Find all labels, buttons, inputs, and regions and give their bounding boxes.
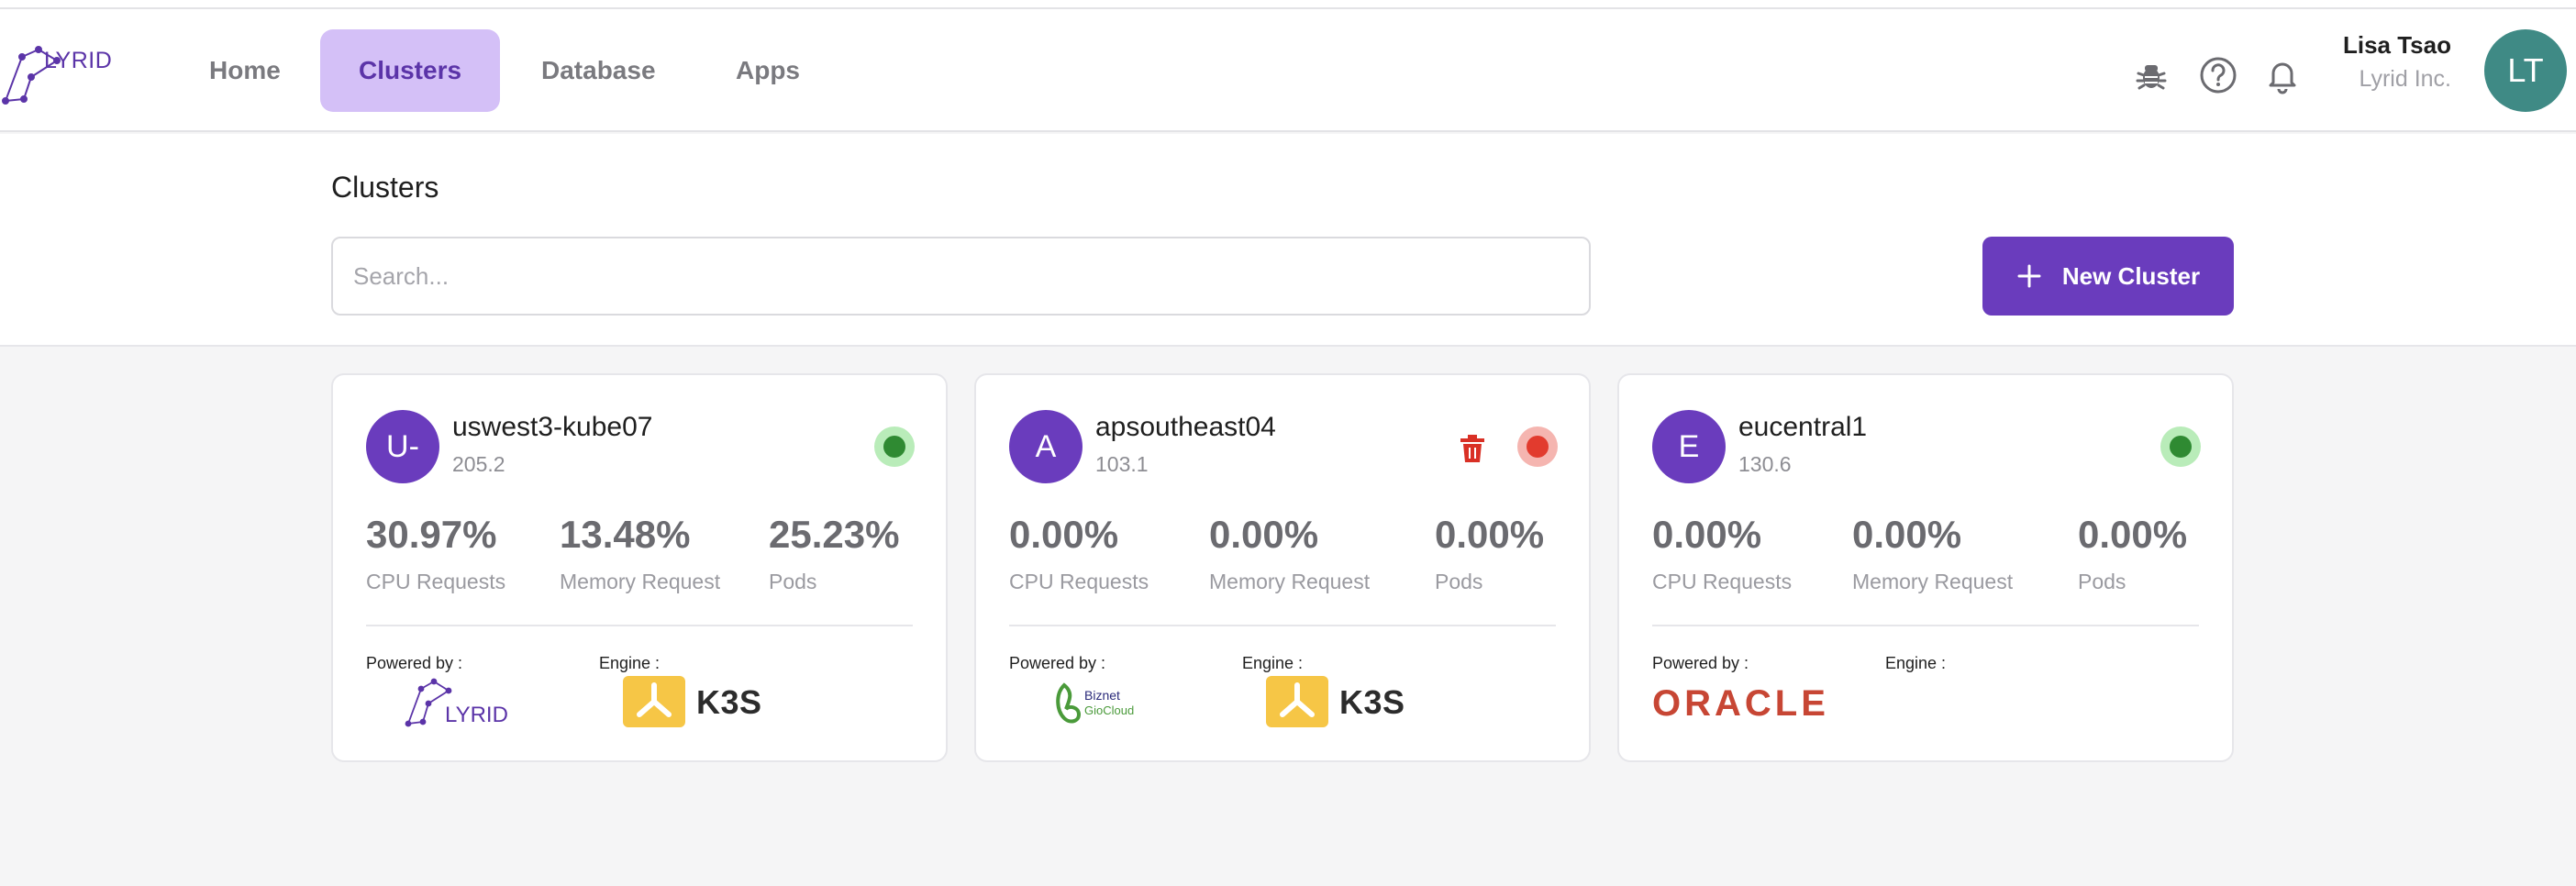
- status-indicator: [874, 426, 915, 467]
- memory-request-label: Memory Request: [560, 570, 721, 593]
- memory-request-value: 0.00%: [1209, 513, 1319, 556]
- card-divider: [366, 625, 913, 626]
- page-title: Clusters: [331, 171, 439, 204]
- cluster-card[interactable]: U- uswest3-kube07 205.2 30.97% CPU Reque…: [331, 373, 948, 762]
- cluster-ip: 205.2: [452, 452, 505, 476]
- lyrid-logo-icon[interactable]: [0, 40, 119, 108]
- logo-text: LYRID: [44, 48, 113, 73]
- engine-name: K3S: [696, 683, 762, 721]
- cluster-avatar: A: [1009, 410, 1083, 483]
- k3s-logo-icon: [623, 676, 685, 727]
- top-navbar: LYRID Home Clusters Database Apps Lisa T…: [0, 9, 2576, 132]
- oracle-logo: ORACLE: [1652, 683, 1829, 724]
- pods-label: Pods: [2078, 570, 2126, 593]
- cpu-requests-value: 0.00%: [1652, 513, 1762, 556]
- svg-text:GioCloud: GioCloud: [1084, 703, 1134, 717]
- cpu-requests-label: CPU Requests: [1652, 570, 1793, 593]
- nav-apps[interactable]: Apps: [736, 56, 800, 84]
- cluster-name[interactable]: eucentral1: [1738, 412, 1868, 442]
- cluster-ip: 130.6: [1738, 452, 1792, 476]
- nav-clusters[interactable]: Clusters: [320, 29, 501, 112]
- pods-value: 25.23%: [769, 513, 900, 556]
- cluster-card[interactable]: E eucentral1 130.6 0.00% CPU Requests 0.…: [1617, 373, 2234, 762]
- cpu-requests-value: 30.97%: [366, 513, 497, 556]
- pods-label: Pods: [1435, 570, 1483, 593]
- user-avatar[interactable]: LT: [2484, 29, 2567, 112]
- engine-label: Engine :: [1242, 654, 1304, 672]
- engine-name: K3S: [1339, 683, 1405, 721]
- pods-value: 0.00%: [2078, 513, 2188, 556]
- cluster-name[interactable]: uswest3-kube07: [452, 412, 653, 442]
- powered-by-label: Powered by :: [1009, 654, 1106, 672]
- trash-icon[interactable]: [1459, 434, 1486, 463]
- top-border: [0, 0, 2576, 9]
- engine-label: Engine :: [599, 654, 661, 672]
- powered-by-label: Powered by :: [366, 654, 463, 672]
- engine-label: Engine :: [1885, 654, 1947, 672]
- search-input[interactable]: [331, 237, 1591, 316]
- memory-request-label: Memory Request: [1852, 570, 2014, 593]
- memory-request-value: 0.00%: [1852, 513, 1962, 556]
- svg-text:Biznet: Biznet: [1084, 688, 1120, 703]
- status-indicator: [1517, 426, 1558, 467]
- biznet-gio-logo-icon: Biznet GioCloud: [1056, 682, 1134, 724]
- clusters-toolbar: Clusters New Cluster: [0, 134, 2576, 347]
- cluster-name[interactable]: apsoutheast04: [1095, 412, 1276, 442]
- pods-label: Pods: [769, 570, 817, 593]
- pods-value: 0.00%: [1435, 513, 1545, 556]
- bug-icon[interactable]: [2131, 55, 2171, 95]
- card-divider: [1652, 625, 2199, 626]
- cluster-avatar: E: [1652, 410, 1726, 483]
- cpu-requests-label: CPU Requests: [366, 570, 506, 593]
- help-icon[interactable]: [2198, 55, 2238, 95]
- nav-database[interactable]: Database: [541, 56, 656, 84]
- card-divider: [1009, 625, 1556, 626]
- lyrid-logo-icon: LYRID: [405, 678, 508, 727]
- nav-home[interactable]: Home: [209, 56, 281, 84]
- new-cluster-label: New Cluster: [2061, 261, 2201, 290]
- cluster-ip: 103.1: [1095, 452, 1149, 476]
- memory-request-value: 13.48%: [560, 513, 691, 556]
- cluster-card[interactable]: A apsoutheast04 103.1 0.00% CPU Requests…: [974, 373, 1591, 762]
- memory-request-label: Memory Request: [1209, 570, 1371, 593]
- cpu-requests-value: 0.00%: [1009, 513, 1119, 556]
- plus-icon: [2017, 264, 2041, 288]
- cpu-requests-label: CPU Requests: [1009, 570, 1149, 593]
- powered-by-label: Powered by :: [1652, 654, 1749, 672]
- powered-by-text: LYRID: [445, 703, 508, 727]
- status-indicator: [2160, 426, 2201, 467]
- new-cluster-button[interactable]: New Cluster: [1982, 237, 2234, 316]
- bell-icon[interactable]: [2262, 55, 2303, 95]
- user-organization: Lyrid Inc.: [2359, 66, 2451, 92]
- k3s-logo-icon: [1266, 676, 1328, 727]
- user-name: Lisa Tsao: [2342, 31, 2451, 59]
- cluster-avatar: U-: [366, 410, 439, 483]
